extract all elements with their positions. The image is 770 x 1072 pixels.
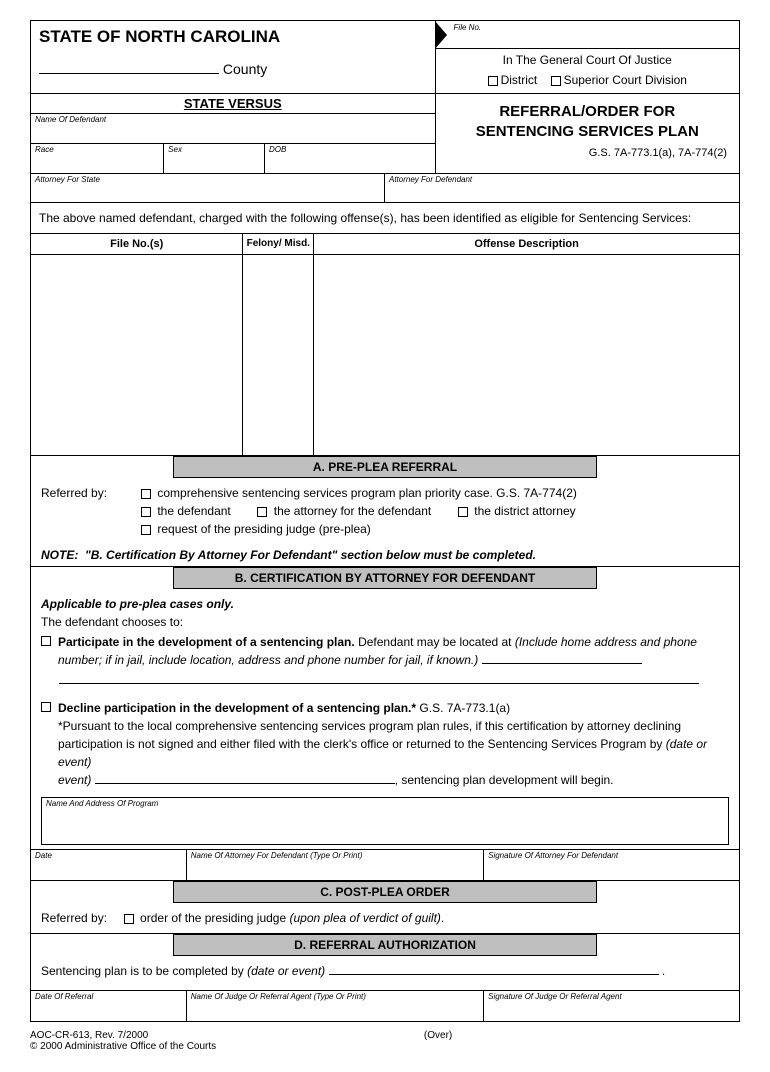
participate-checkbox[interactable] [41,636,51,646]
state-versus-heading: STATE VERSUS [31,94,435,113]
versus-row: STATE VERSUS Name Of Defendant Race Sex … [31,94,739,173]
section-c-content: Referred by: order of the presiding judg… [31,903,739,933]
offense-table-body[interactable] [31,255,739,455]
opt-judge-checkbox[interactable] [141,525,151,535]
sig-b-name-field[interactable]: Name Of Attorney For Defendant (Type Or … [187,850,484,880]
opt-judge-label: request of the presiding judge (pre-plea… [157,522,370,536]
section-a-note: NOTE: "B. Certification By Attorney For … [31,544,739,566]
county-row: County [39,61,427,77]
sig-d-name-field[interactable]: Name Of Judge Or Referral Agent (Type Or… [187,991,484,1021]
col-fileno-header: File No.(s) [31,234,243,254]
footer: AOC-CR-613, Rev. 7/2000 © 2000 Administr… [30,1022,740,1052]
program-address-field[interactable]: Name And Address Of Program [41,797,729,845]
decline-text: Decline participation in the development… [58,699,729,789]
file-no-label: File No. [454,23,482,32]
county-label: County [223,61,267,77]
form-id: AOC-CR-613, Rev. 7/2000 [30,1030,216,1041]
file-no-field[interactable]: File No. [436,21,739,49]
section-d-content: Sentencing plan is to be completed by (d… [31,956,739,986]
header-right: File No. In The General Court Of Justice… [435,21,739,93]
versus-left: STATE VERSUS Name Of Defendant Race Sex … [31,94,435,173]
form-title: REFERRAL/ORDER FOR SENTENCING SERVICES P… [442,102,733,141]
opt-atty-defendant-label: the attorney for the defendant [274,504,431,518]
section-a-title: A. PRE-PLEA REFERRAL [173,456,598,478]
over-label: (Over) [424,1030,452,1052]
district-checkbox[interactable] [488,76,498,86]
opt-da-label: the district attorney [474,504,575,518]
col-felmisd-header: Felony/ Misd. [243,234,314,254]
opt-defendant-checkbox[interactable] [141,507,151,517]
opt-order-checkbox[interactable] [124,914,134,924]
defendant-name-field[interactable]: Name Of Defendant [31,113,435,143]
header-left: STATE OF NORTH CAROLINA County [31,21,435,93]
statute-ref: G.S. 7A-773.1(a), 7A-774(2) [442,147,733,159]
opt-comprehensive-label: comprehensive sentencing services progra… [157,486,577,500]
district-label: District [501,73,538,87]
plan-date-input[interactable] [329,974,659,975]
participate-location-input[interactable] [482,663,642,664]
form-container: STATE OF NORTH CAROLINA County File No. … [30,20,740,1022]
section-b-title: B. CERTIFICATION BY ATTORNEY FOR DEFENDA… [173,567,598,589]
race-sex-dob-row: Race Sex DOB [31,143,435,173]
attorney-state-field[interactable]: Attorney For State [31,174,385,202]
header-row: STATE OF NORTH CAROLINA County File No. … [31,21,739,94]
versus-right: REFERRAL/ORDER FOR SENTENCING SERVICES P… [435,94,739,173]
section-d-title: D. REFERRAL AUTHORIZATION [173,934,598,956]
superior-checkbox[interactable] [551,76,561,86]
section-a-content: Referred by: comprehensive sentencing se… [31,478,739,544]
attorney-defendant-field[interactable]: Attorney For Defendant [385,174,739,202]
attorney-row: Attorney For State Attorney For Defendan… [31,173,739,202]
sex-field[interactable]: Sex [164,143,265,173]
decline-date-input[interactable] [95,783,395,784]
sig-d-signature-field[interactable]: Signature Of Judge Or Referral Agent [484,991,739,1021]
participate-text: Participate in the development of a sent… [58,633,729,669]
sig-b-date-field[interactable]: Date [31,850,187,880]
division-row: District Superior Court Division [436,71,739,93]
opt-da-checkbox[interactable] [458,507,468,517]
referred-by-label: Referred by: [41,484,141,502]
superior-label: Superior Court Division [564,73,687,87]
race-field[interactable]: Race [31,143,164,173]
opt-defendant-label: the defendant [157,504,230,518]
section-d-signature-row: Date Of Referral Name Of Judge Or Referr… [31,990,739,1021]
participate-location-input-2[interactable] [59,683,699,684]
section-b-content: Applicable to pre-plea cases only. The d… [31,589,739,797]
county-input[interactable] [39,73,219,74]
chooses-label: The defendant chooses to: [41,613,729,631]
section-c-title: C. POST-PLEA ORDER [173,881,598,903]
applicable-note: Applicable to pre-plea cases only. [41,595,729,613]
col-offdesc-header: Offense Description [314,234,739,254]
dob-field[interactable]: DOB [265,143,434,173]
opt-order-label: order of the presiding judge (upon plea … [140,911,444,925]
copyright: © 2000 Administrative Office of the Cour… [30,1041,216,1052]
court-justice-label: In The General Court Of Justice [436,49,739,71]
opt-atty-defendant-checkbox[interactable] [257,507,267,517]
state-title: STATE OF NORTH CAROLINA [39,27,427,47]
eligible-statement: The above named defendant, charged with … [31,202,739,233]
referred-by-c-label: Referred by: [41,911,107,925]
decline-checkbox[interactable] [41,702,51,712]
offense-table-header: File No.(s) Felony/ Misd. Offense Descri… [31,233,739,255]
sig-b-signature-field[interactable]: Signature Of Attorney For Defendant [484,850,739,880]
opt-comprehensive-checkbox[interactable] [141,489,151,499]
sig-d-date-field[interactable]: Date Of Referral [31,991,187,1021]
section-b-signature-row: Date Name Of Attorney For Defendant (Typ… [31,849,739,880]
plan-text: Sentencing plan is to be completed by (d… [41,964,325,978]
